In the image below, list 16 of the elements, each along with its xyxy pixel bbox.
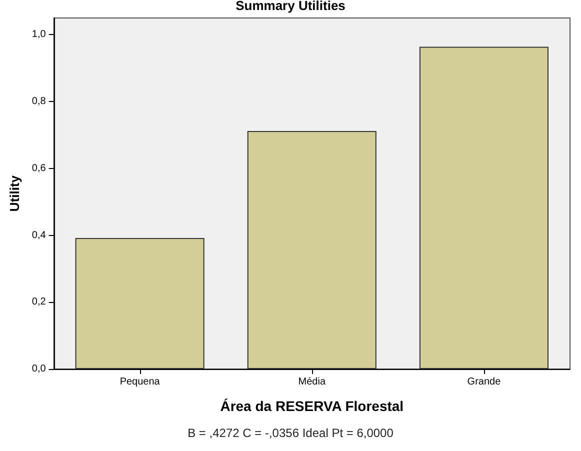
- y-tick-label: 0,4: [32, 230, 46, 241]
- y-tick-label: 0,6: [32, 162, 46, 174]
- x-tick-label: Pequena: [120, 376, 160, 388]
- text: B = ,4272 C = -,0356 Ideal Pt = 6,0000: [188, 426, 394, 440]
- x-tick-label: Grande: [467, 376, 502, 388]
- bar: [75, 238, 204, 369]
- y-tick-label: 1,0: [32, 29, 46, 40]
- y-axis-title: Utility: [7, 174, 22, 212]
- x-axis-title: Área da RESERVA Florestal: [220, 398, 404, 414]
- y-tick-label: 0,2: [32, 296, 46, 308]
- y-tick-label: 0,8: [32, 96, 46, 108]
- chart-title: Summary Utilities: [236, 0, 346, 13]
- bar: [247, 130, 376, 369]
- x-tick-label: Média: [298, 376, 326, 388]
- bar: [419, 46, 548, 369]
- y-tick-label: 0,0: [32, 364, 46, 374]
